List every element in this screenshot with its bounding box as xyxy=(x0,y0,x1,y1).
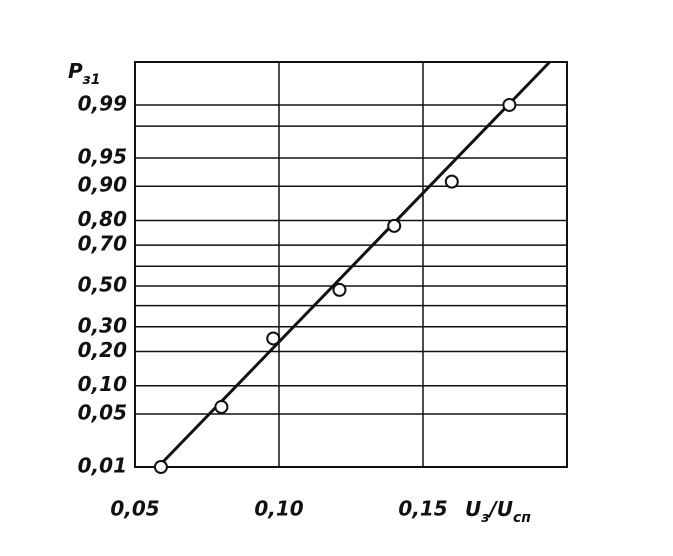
data-point xyxy=(266,331,281,346)
y-axis-label: Pз1 xyxy=(68,59,101,89)
x-tick-label: 0,05 xyxy=(110,497,159,521)
data-point xyxy=(214,399,229,414)
x-axis-label-part: сп xyxy=(513,510,531,526)
y-tick-label: 0,10 xyxy=(78,372,127,396)
plot-frame xyxy=(134,61,568,468)
x-axis-label: Uз/Uсп xyxy=(465,497,531,527)
data-point xyxy=(153,460,168,474)
x-axis-label-part: /U xyxy=(487,497,513,521)
data-point xyxy=(444,174,459,189)
y-tick-label: 0,95 xyxy=(78,144,127,168)
y-tick-label: 0,20 xyxy=(78,338,127,362)
x-tick-label: 0,15 xyxy=(398,497,447,521)
x-tick-label: 0,10 xyxy=(254,497,303,521)
y-tick-label: 0,90 xyxy=(78,173,127,197)
fit-line xyxy=(156,60,551,469)
x-axis-label-part: з xyxy=(480,510,489,526)
y-tick-label: 0,05 xyxy=(78,400,127,424)
data-point xyxy=(387,218,402,233)
data-point xyxy=(332,282,347,297)
y-tick-label: 0,70 xyxy=(78,232,127,256)
y-tick-label: 0,30 xyxy=(78,313,127,337)
y-tick-label: 0,99 xyxy=(78,91,127,115)
x-axis-label-part: U xyxy=(465,497,481,521)
y-axis-label-part: P xyxy=(68,59,83,83)
y-axis-label-part: з1 xyxy=(82,72,101,88)
y-tick-label: 0,80 xyxy=(78,207,127,231)
y-tick-label: 0,01 xyxy=(78,454,127,478)
data-point xyxy=(502,97,517,112)
y-tick-label: 0,50 xyxy=(78,272,127,296)
